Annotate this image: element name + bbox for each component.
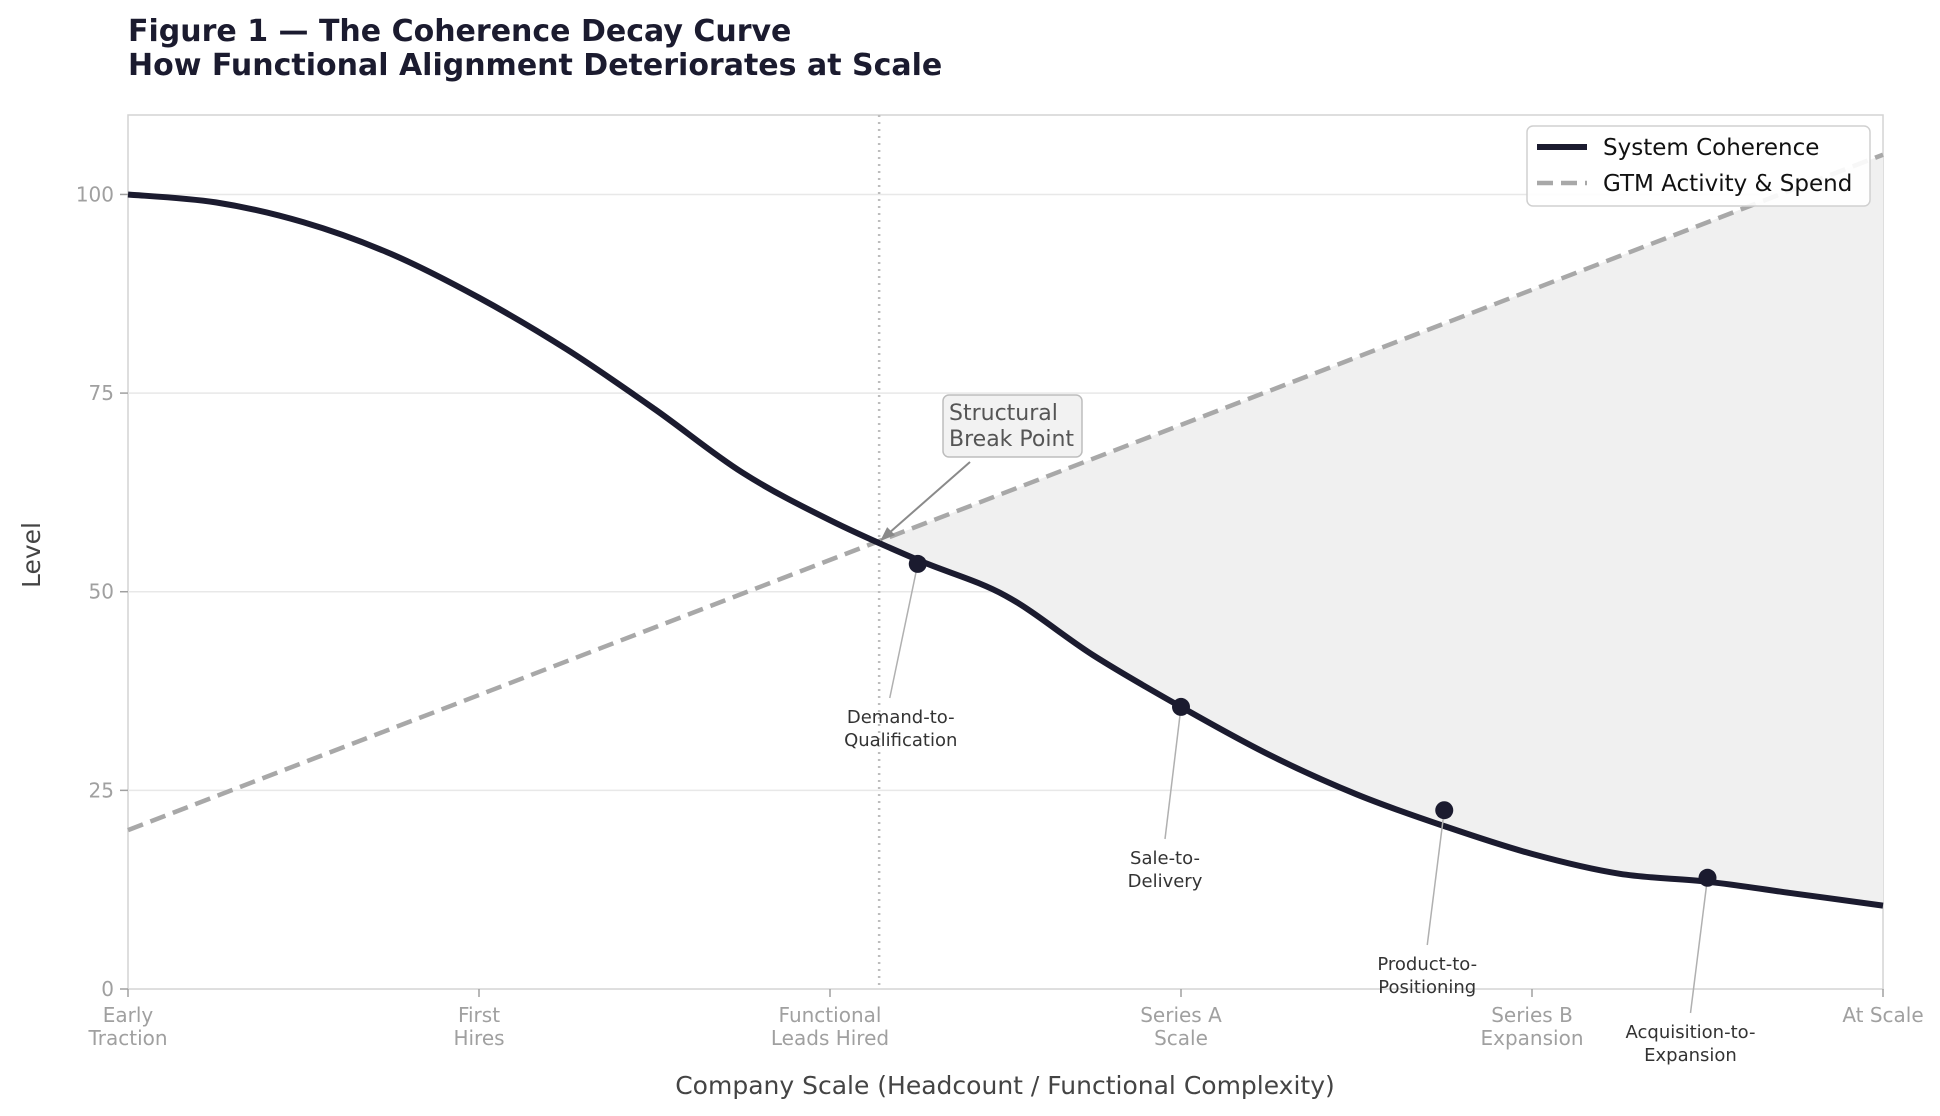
- milestone-label: Product-to-Positioning: [1377, 954, 1477, 998]
- gap-shaded-area: [877, 154, 1883, 906]
- annotation-leader-line: [1689, 877, 1709, 1014]
- milestone-marker: [1435, 801, 1454, 820]
- x-tick-label: At Scale: [1842, 1003, 1923, 1027]
- gap-shading: [877, 154, 1883, 906]
- milestone-marker: [1698, 868, 1717, 887]
- x-tick-label: Early Traction: [87, 1003, 167, 1050]
- y-tick-label: 75: [89, 381, 114, 405]
- milestone-label: Acquisition-to-Expansion: [1626, 1022, 1756, 1066]
- annotations: Structural Break Point Demand-to-Qualifica…: [844, 394, 1756, 1066]
- legend-label-system-coherence: System Coherence: [1603, 135, 1819, 161]
- legend-label-gtm-activity: GTM Activity & Spend: [1603, 171, 1852, 197]
- x-axis-label: Company Scale (Headcount / Functional Co…: [675, 1071, 1335, 1100]
- break-point-label-box: [942, 394, 1083, 458]
- x-tick-label: Series B Expansion: [1481, 1003, 1584, 1050]
- legend: System Coherence GTM Activity & Spend: [1526, 125, 1871, 207]
- y-tick-label: 50: [89, 580, 114, 604]
- milestone-marker: [1172, 697, 1190, 716]
- annotation-leader-line: [889, 563, 919, 699]
- milestone-label: Demand-to-Qualification: [844, 707, 957, 751]
- annotation-leader-line: [1426, 810, 1445, 946]
- y-tick-label: 25: [89, 778, 114, 802]
- series-gtm-activity-line: [127, 152, 1884, 833]
- chart-title: Figure 1 — The Coherence Decay Curve: [128, 14, 791, 49]
- axes: 0 25 50 75 100 Early Traction First Hires Functio…: [76, 182, 1924, 1050]
- series-lines: [127, 152, 1884, 909]
- chart-subtitle: How Functional Alignment Deteriorates at…: [128, 48, 942, 83]
- milestone-marker: [908, 554, 927, 573]
- y-axis-label: Level: [17, 522, 46, 588]
- x-tick-label: Functional Leads Hired: [771, 1003, 889, 1050]
- y-tick-label: 100: [76, 182, 114, 206]
- annotation-leader-line: [1164, 706, 1182, 840]
- x-tick-label: Series A Scale: [1140, 1003, 1222, 1050]
- y-tick-label: 0: [101, 977, 114, 1001]
- x-tick-label: First Hires: [453, 1003, 504, 1050]
- break-point-label: Structural Break Point: [949, 401, 1074, 452]
- series-system-coherence-line: [127, 191, 1884, 909]
- milestone-label: Sale-to-Delivery: [1128, 848, 1203, 892]
- legend-box: [1526, 125, 1871, 207]
- break-point-arrow-head: [880, 527, 896, 542]
- break-point-arrow-line: [881, 461, 971, 540]
